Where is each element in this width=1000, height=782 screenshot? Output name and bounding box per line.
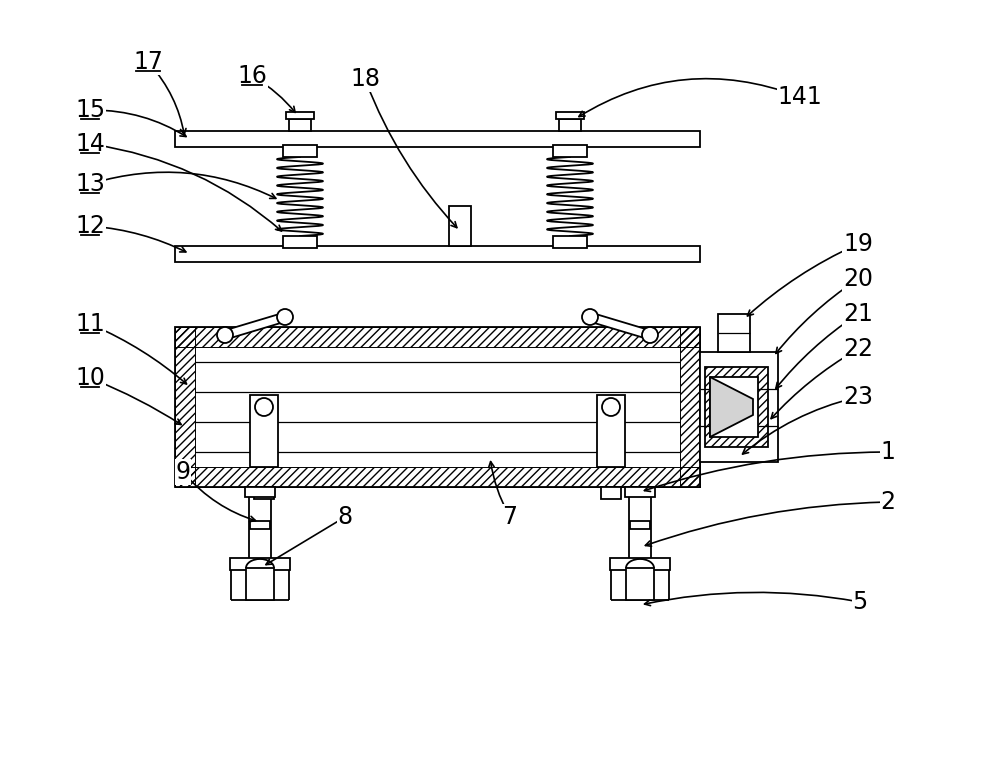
Text: 18: 18 bbox=[350, 67, 380, 91]
Polygon shape bbox=[224, 313, 286, 339]
Bar bbox=[449, 206, 471, 246]
Text: 16: 16 bbox=[237, 64, 267, 88]
Text: 12: 12 bbox=[75, 214, 105, 238]
Bar bbox=[175, 327, 700, 347]
Text: 22: 22 bbox=[843, 337, 873, 361]
Text: 2: 2 bbox=[881, 490, 896, 514]
Bar bbox=[283, 145, 317, 157]
Bar bbox=[249, 487, 271, 562]
Bar bbox=[610, 558, 670, 570]
Bar bbox=[559, 119, 581, 131]
Text: 7: 7 bbox=[503, 505, 518, 529]
Bar bbox=[597, 395, 625, 467]
Bar bbox=[556, 112, 584, 119]
Bar bbox=[246, 568, 274, 600]
Bar bbox=[254, 487, 274, 499]
Text: 21: 21 bbox=[843, 302, 873, 326]
Bar bbox=[175, 327, 700, 487]
Text: 10: 10 bbox=[75, 366, 105, 390]
Text: 17: 17 bbox=[133, 50, 163, 74]
Polygon shape bbox=[710, 377, 753, 437]
Bar bbox=[230, 558, 290, 570]
Bar bbox=[175, 467, 700, 487]
Bar bbox=[705, 367, 768, 447]
Bar bbox=[175, 131, 700, 147]
Text: 1: 1 bbox=[881, 440, 895, 464]
Bar bbox=[629, 487, 651, 562]
Text: 8: 8 bbox=[337, 505, 353, 529]
Bar bbox=[286, 112, 314, 119]
Text: 141: 141 bbox=[778, 85, 822, 109]
Text: 23: 23 bbox=[843, 385, 873, 409]
Bar bbox=[700, 352, 778, 462]
Circle shape bbox=[255, 398, 273, 416]
Bar bbox=[283, 236, 317, 248]
Bar bbox=[625, 487, 655, 497]
Bar bbox=[250, 395, 278, 467]
Bar bbox=[718, 314, 750, 352]
Bar bbox=[710, 377, 758, 437]
Bar bbox=[553, 236, 587, 248]
Circle shape bbox=[602, 398, 620, 416]
Bar bbox=[175, 246, 700, 262]
Bar bbox=[601, 487, 621, 499]
Text: 15: 15 bbox=[75, 98, 105, 122]
Bar bbox=[680, 327, 700, 487]
Circle shape bbox=[582, 309, 598, 325]
Polygon shape bbox=[589, 313, 651, 339]
Bar bbox=[553, 145, 587, 157]
Text: 13: 13 bbox=[75, 172, 105, 196]
Text: 20: 20 bbox=[843, 267, 873, 291]
Circle shape bbox=[277, 309, 293, 325]
Bar bbox=[289, 119, 311, 131]
Text: 5: 5 bbox=[852, 590, 868, 614]
Bar bbox=[626, 568, 654, 600]
Circle shape bbox=[642, 327, 658, 343]
Bar bbox=[175, 327, 195, 487]
Text: 11: 11 bbox=[75, 312, 105, 336]
Text: 9: 9 bbox=[176, 460, 190, 484]
Text: 19: 19 bbox=[843, 232, 873, 256]
Bar bbox=[250, 521, 270, 529]
Bar bbox=[630, 521, 650, 529]
Text: 14: 14 bbox=[75, 132, 105, 156]
Bar bbox=[245, 487, 275, 497]
Circle shape bbox=[217, 327, 233, 343]
